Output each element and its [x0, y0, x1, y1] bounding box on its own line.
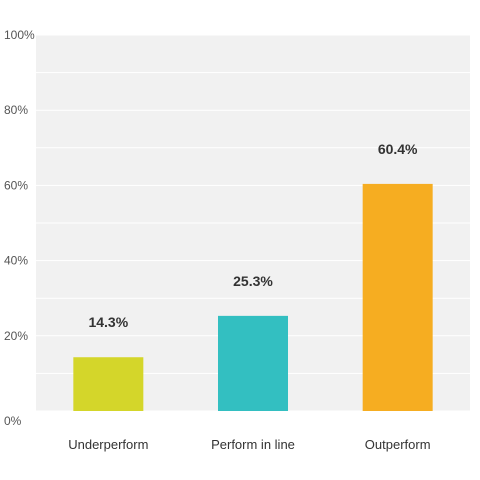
bar — [73, 357, 144, 411]
y-tick-label: 40% — [4, 254, 28, 268]
bar — [362, 183, 433, 411]
data-labels: 14.3% 25.3% 60.4% — [88, 141, 418, 330]
category-label: Perform in line — [211, 437, 295, 452]
bars — [73, 183, 433, 411]
x-axis-categories: Underperform Perform in line Outperform — [68, 437, 430, 452]
data-label: 14.3% — [88, 314, 128, 330]
y-tick-label: 80% — [4, 103, 28, 117]
bar — [218, 315, 288, 411]
y-tick-label: 0% — [4, 414, 22, 428]
data-label: 60.4% — [378, 141, 418, 157]
data-label: 25.3% — [233, 273, 273, 289]
y-tick-label: 100% — [4, 28, 35, 42]
y-tick-label: 20% — [4, 329, 28, 343]
category-label: Underperform — [68, 437, 148, 452]
y-axis-ticks: 0% 20% 40% 60% 80% 100% — [4, 28, 35, 428]
y-tick-label: 60% — [4, 178, 28, 192]
category-label: Outperform — [365, 437, 431, 452]
